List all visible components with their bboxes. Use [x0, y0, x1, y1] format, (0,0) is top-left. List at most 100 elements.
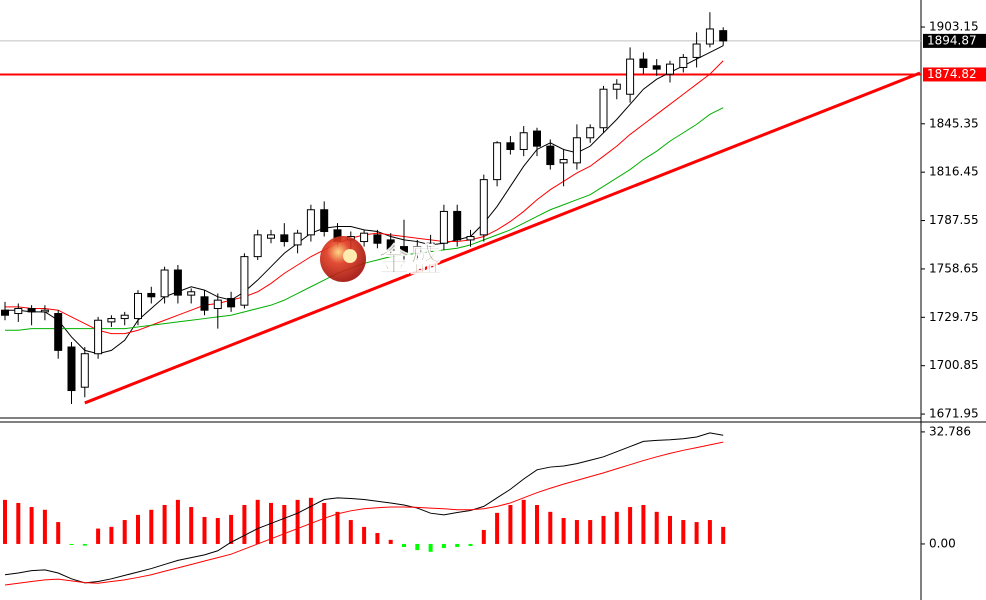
candle-body	[533, 130, 541, 147]
y-tick-label: 32.786	[929, 424, 971, 438]
candle-body	[386, 239, 395, 251]
candle-body	[227, 297, 236, 308]
ma-line	[5, 45, 724, 355]
candle-body	[586, 127, 595, 139]
candle-body	[652, 65, 661, 70]
histogram-bar	[455, 543, 460, 548]
histogram-bar	[202, 516, 207, 544]
histogram-bar	[694, 522, 699, 544]
histogram-bar	[282, 504, 287, 544]
histogram-bar	[56, 522, 61, 544]
candle-body	[612, 83, 621, 90]
candle-body	[94, 319, 103, 355]
histogram-bar	[189, 507, 194, 544]
histogram-bar	[215, 517, 220, 544]
watermark: 金盛	[320, 236, 443, 282]
candle-body	[439, 210, 448, 244]
candle-body	[27, 308, 36, 313]
histogram-bar	[362, 526, 367, 544]
histogram-bar	[574, 520, 579, 544]
candle-body	[546, 145, 555, 166]
watermark-text: 金盛	[377, 241, 442, 279]
histogram-bar	[641, 504, 646, 544]
histogram-bar	[561, 517, 566, 544]
price-label: 1874.82	[927, 67, 977, 81]
histogram-bar	[136, 514, 140, 544]
candle-body	[120, 314, 129, 320]
histogram-bar	[628, 507, 633, 544]
histogram-bar	[229, 514, 234, 544]
histogram-bar	[468, 543, 473, 547]
candle-body	[639, 58, 648, 68]
histogram-bar	[508, 504, 513, 544]
histogram-bar	[495, 512, 500, 544]
histogram-bar	[175, 499, 180, 544]
candle-body	[519, 132, 528, 150]
candle-body	[493, 142, 502, 181]
histogram-bar	[601, 515, 606, 544]
histogram-bar	[322, 502, 327, 544]
y-tick-label: 1700.85	[929, 358, 979, 372]
histogram-bar	[16, 502, 21, 544]
histogram-bar	[668, 515, 672, 544]
candle-body	[147, 292, 156, 298]
y-tick-label: 1816.45	[929, 165, 979, 179]
candle-body	[187, 291, 196, 296]
ma-line	[4, 441, 724, 586]
histogram-bar	[535, 504, 539, 544]
candle-body	[506, 142, 515, 150]
candle-body	[373, 234, 382, 244]
candle-body	[572, 137, 581, 164]
candle-body	[107, 318, 116, 323]
price-box	[923, 67, 986, 82]
y-tick-label: 1903.15	[929, 20, 979, 34]
candle-body	[293, 232, 302, 246]
histogram-bar	[521, 499, 526, 544]
histogram-bar	[548, 511, 553, 544]
candle-body	[134, 292, 142, 320]
candle-body	[453, 210, 462, 241]
candle-body	[626, 58, 635, 95]
candle-body	[466, 236, 475, 241]
candle-body	[253, 234, 262, 258]
histogram-bar	[441, 543, 446, 549]
candle-body	[173, 269, 182, 296]
histogram-bar	[388, 539, 393, 544]
candle-body	[559, 159, 568, 164]
candle-body	[267, 234, 275, 239]
candle-body	[666, 63, 674, 75]
histogram-bar	[402, 543, 406, 548]
price-box	[923, 33, 986, 48]
ma-line	[5, 107, 724, 331]
histogram-bar	[375, 533, 380, 544]
y-tick-label: 1787.55	[929, 213, 979, 227]
histogram-bar	[242, 504, 247, 544]
y-tick-label: 1729.75	[929, 310, 979, 324]
y-tick-label: 1845.35	[929, 116, 979, 130]
candle-body	[360, 232, 369, 243]
candle-body	[679, 56, 688, 68]
candle-body	[479, 179, 488, 236]
histogram-bar	[481, 529, 486, 544]
histogram-bar	[162, 504, 167, 544]
candle-body	[200, 296, 209, 311]
histogram-bar	[348, 520, 353, 544]
ma-line	[4, 432, 724, 584]
histogram-bar	[109, 526, 114, 544]
histogram-bar	[29, 507, 34, 544]
candle-body	[692, 43, 701, 58]
candle-body	[80, 353, 89, 388]
candle-body	[1, 309, 9, 316]
histogram-bar	[96, 528, 101, 544]
candle-body	[67, 346, 76, 392]
candle-body	[599, 88, 608, 129]
candle-body	[240, 256, 249, 306]
histogram-bar	[335, 511, 340, 544]
candle-body	[54, 313, 63, 351]
candle-body	[213, 299, 222, 310]
histogram-bar	[721, 526, 726, 544]
histogram-bar	[149, 509, 154, 544]
histogram-bar	[295, 499, 300, 544]
